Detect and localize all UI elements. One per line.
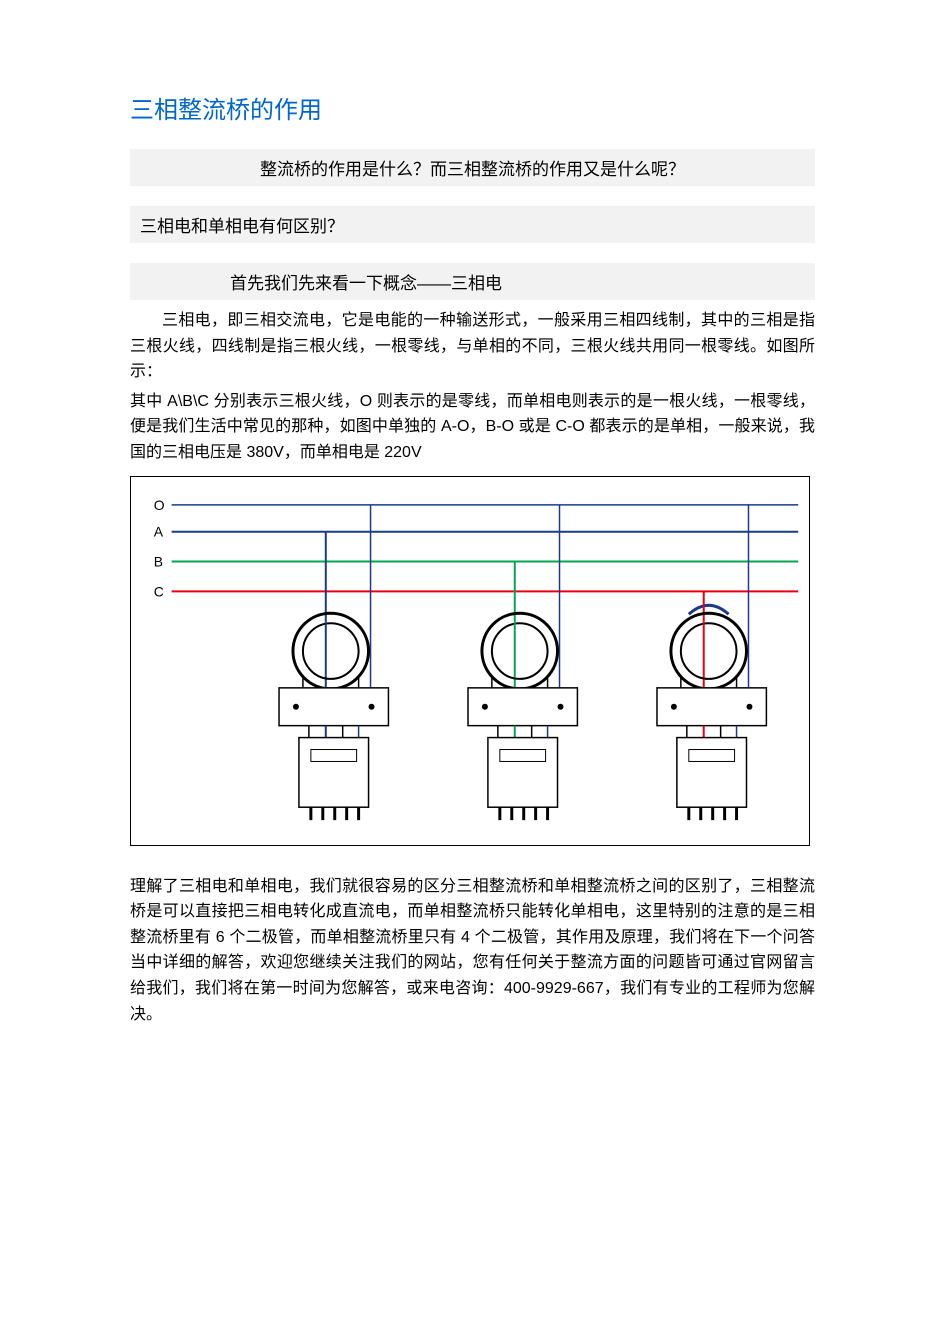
subheading-bar: 三相电和单相电有何区别？ xyxy=(130,206,815,243)
paragraph-2: 其中 A\B\C 分别表示三根火线，O 则表示的是零线，而单相电则表示的是一根火… xyxy=(130,389,815,466)
label-A: A xyxy=(154,523,164,539)
page-title: 三相整流桥的作用 xyxy=(130,90,815,125)
bus-lines: O A B C xyxy=(154,496,798,599)
label-O: O xyxy=(154,496,165,512)
intro-question-bar: 整流桥的作用是什么？而三相整流桥的作用又是什么呢？ xyxy=(130,149,815,186)
paragraph-1: 三相电，即三相交流电，它是电能的一种输送形式，一般采用三相四线制，其中的三相是指… xyxy=(130,308,815,385)
diagram-svg: O A B C xyxy=(131,477,809,845)
three-phase-diagram: O A B C xyxy=(130,476,810,846)
device-3 xyxy=(657,504,766,819)
device-1 xyxy=(279,504,388,819)
device-2 xyxy=(468,504,577,819)
concept-bar: 首先我们先来看一下概念——三相电 xyxy=(130,263,815,300)
label-C: C xyxy=(154,583,164,599)
paragraph-3: 理解了三相电和单相电，我们就很容易的区分三相整流桥和单相整流桥之间的区别了，三相… xyxy=(130,874,815,1028)
label-B: B xyxy=(154,553,163,569)
